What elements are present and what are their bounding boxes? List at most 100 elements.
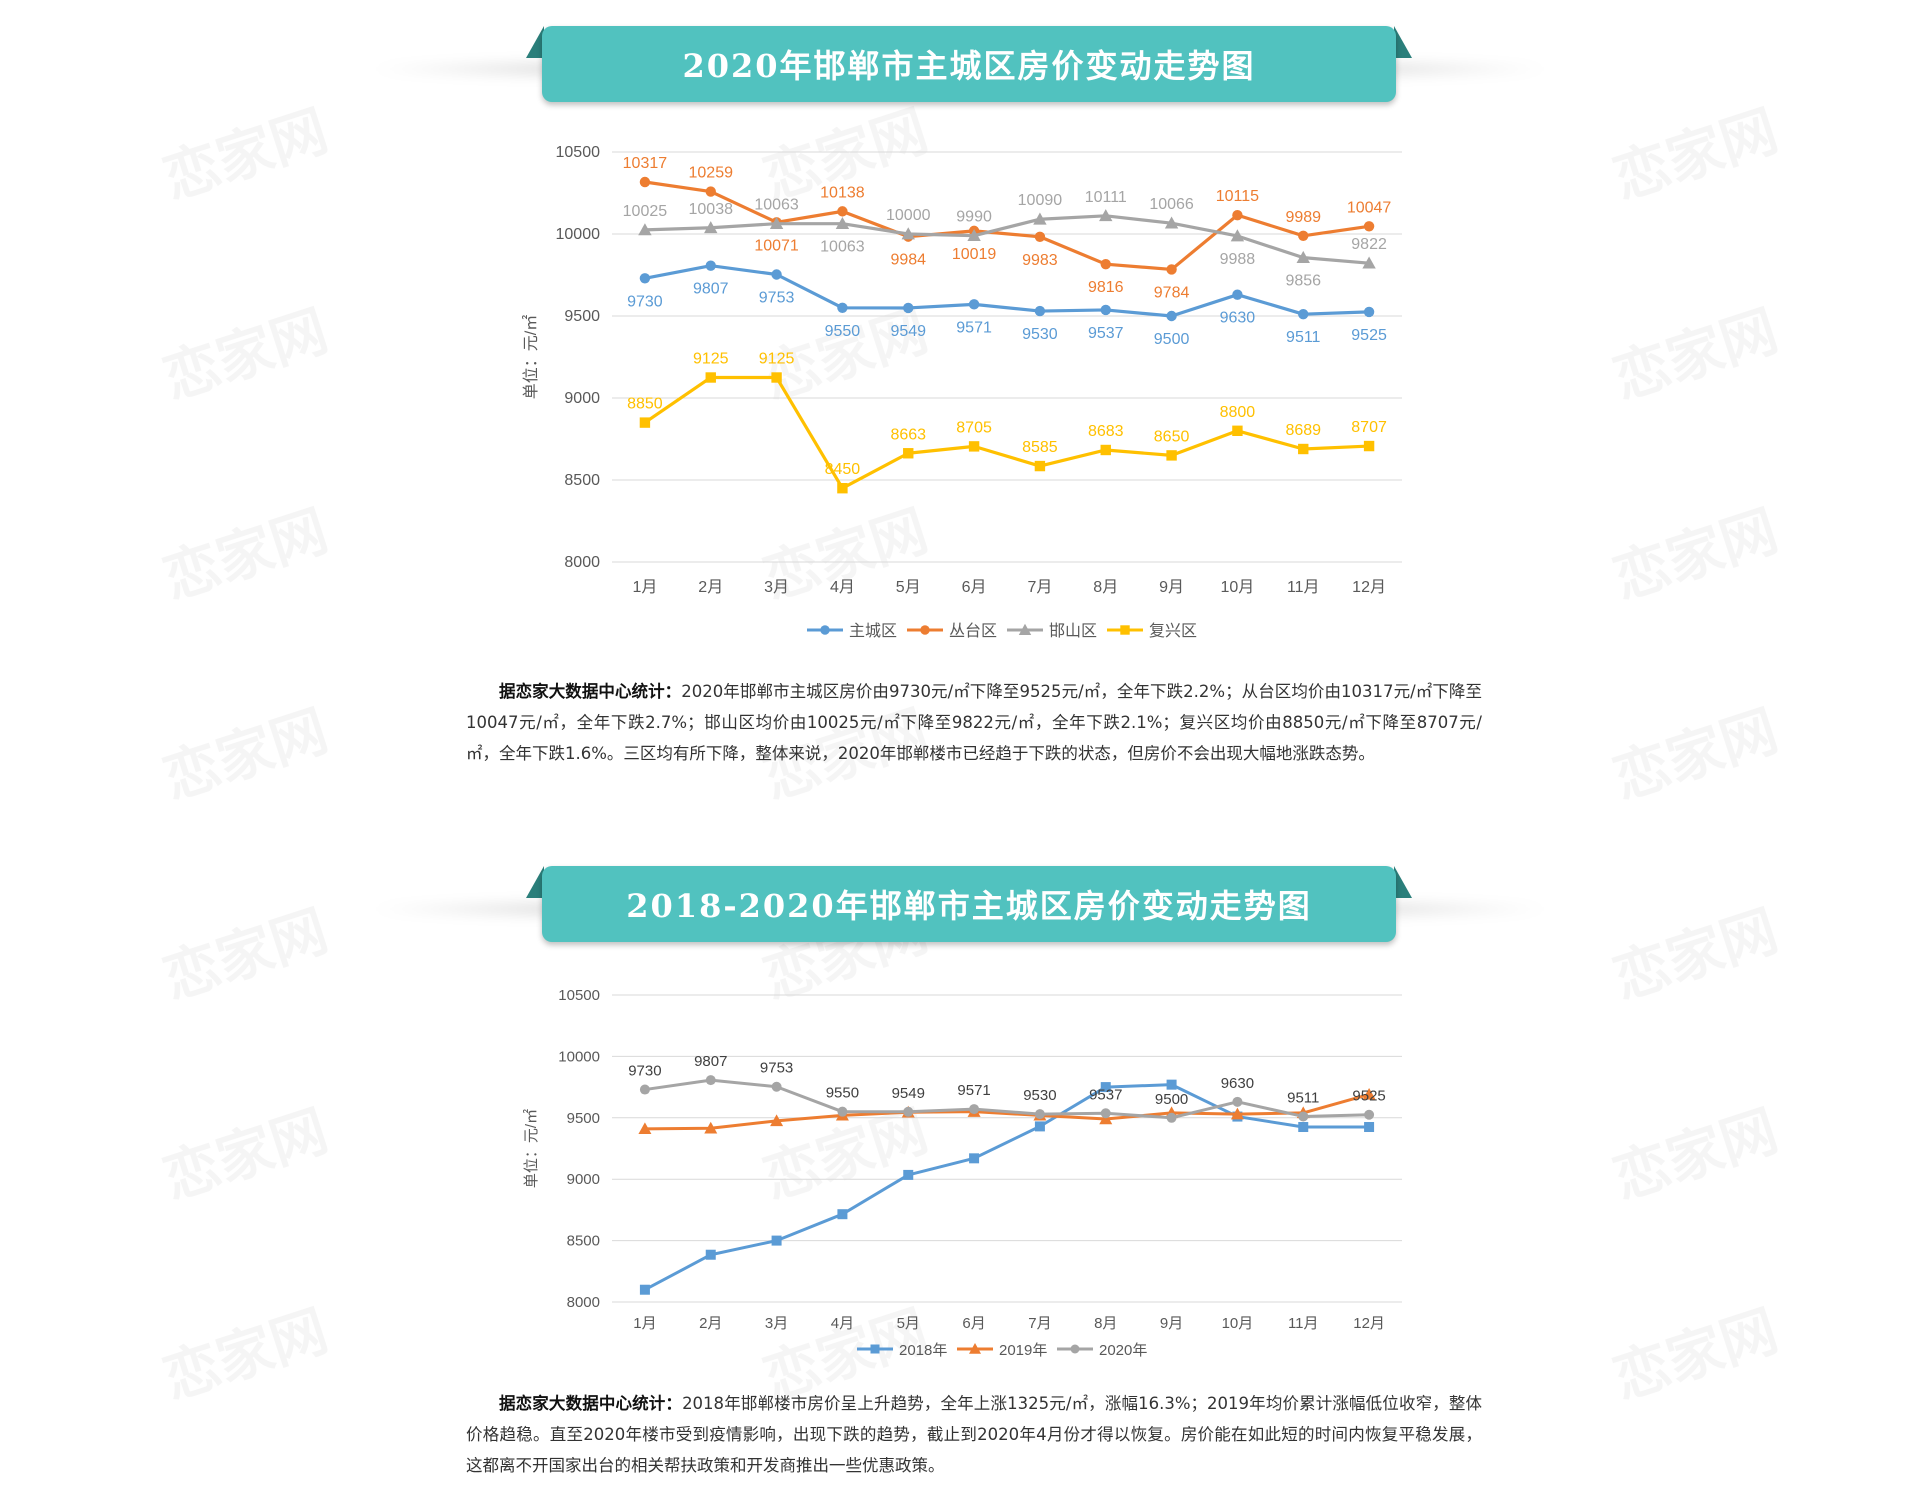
data-label: 9550 (825, 323, 861, 340)
data-point (901, 227, 915, 240)
data-label: 9571 (956, 319, 992, 336)
data-point (837, 1209, 848, 1220)
data-point (1166, 310, 1177, 322)
section-2-paragraph: 据恋家大数据中心统计：2018年邯郸楼市房价呈上升趋势，全年上涨1325元/㎡，… (466, 1388, 1482, 1481)
data-point (771, 372, 782, 383)
data-label: 9753 (759, 290, 795, 307)
data-point (1100, 258, 1111, 270)
data-label: 9550 (826, 1085, 859, 1102)
data-point (638, 1122, 652, 1135)
legend-label: 复兴区 (1149, 622, 1197, 640)
data-point (705, 372, 716, 383)
data-point (770, 1114, 784, 1127)
data-label: 9984 (890, 252, 926, 269)
data-point (1034, 231, 1046, 242)
data-label: 9537 (1089, 1086, 1122, 1103)
data-point (638, 223, 652, 236)
x-tick-label: 9月 (1159, 579, 1184, 596)
data-point (969, 1104, 980, 1115)
legend-marker (1018, 623, 1032, 635)
data-point (1232, 209, 1243, 221)
section-1-banner: 2020年邯郸市主城区房价变动走势图 (0, 20, 1920, 130)
x-tick-label: 5月 (897, 1315, 920, 1332)
y-tick-label: 9000 (564, 390, 600, 407)
section-1-paragraph-lead: 据恋家大数据中心统计： (499, 682, 682, 701)
data-point (968, 441, 980, 452)
x-tick-label: 8月 (1093, 579, 1118, 596)
data-point (1363, 306, 1375, 318)
data-point (1362, 256, 1376, 269)
data-point (1100, 304, 1111, 316)
legend-label: 主城区 (849, 622, 897, 640)
data-label: 8585 (1022, 439, 1058, 456)
watermark-text: 恋家网 (152, 686, 337, 815)
data-label: 9511 (1287, 1089, 1319, 1106)
banner-fold-left (526, 26, 544, 58)
legend-marker (969, 1343, 981, 1354)
y-tick-label: 9000 (567, 1171, 600, 1188)
data-label: 10066 (1149, 196, 1194, 213)
section-2-banner: 2018-2020年邯郸市主城区房价变动走势图 (0, 860, 1920, 970)
data-point (705, 1249, 716, 1260)
watermark-text: 恋家网 (1602, 686, 1787, 815)
data-label: 9989 (1285, 209, 1321, 226)
data-label: 8850 (627, 396, 663, 413)
data-point (1034, 305, 1046, 317)
data-label: 8800 (1220, 404, 1256, 421)
data-label: 9630 (1220, 310, 1256, 327)
data-label: 9753 (760, 1060, 793, 1077)
series-line (644, 1078, 1370, 1120)
x-tick-label: 6月 (962, 1315, 985, 1332)
data-point (1364, 1122, 1375, 1133)
data-label: 10115 (1216, 188, 1259, 205)
data-label: 9549 (892, 1085, 925, 1102)
data-point (1099, 209, 1113, 222)
data-point (903, 302, 914, 314)
data-label: 9990 (956, 209, 992, 226)
legend-marker (1120, 625, 1130, 635)
x-tick-label: 12月 (1352, 579, 1386, 596)
data-point (837, 1106, 848, 1117)
legend-label: 邯山区 (1049, 622, 1097, 640)
data-label: 9530 (1022, 326, 1058, 343)
data-point (968, 299, 980, 310)
banner-fold-right (1394, 866, 1412, 898)
series-line (644, 1093, 1370, 1131)
data-point (837, 302, 848, 313)
data-point (704, 221, 718, 234)
data-label: 8663 (890, 426, 926, 443)
data-point (1164, 216, 1179, 229)
data-point (1034, 1121, 1045, 1132)
y-tick-label: 8000 (564, 554, 600, 571)
data-label: 10317 (623, 155, 668, 172)
data-label: 10111 (1085, 189, 1127, 206)
data-point (639, 1084, 650, 1095)
x-tick-label: 3月 (764, 579, 789, 596)
data-point (1232, 289, 1243, 300)
data-label: 9807 (693, 281, 729, 298)
data-point (1230, 229, 1245, 242)
data-label: 9525 (1351, 327, 1387, 344)
data-point (969, 1153, 980, 1164)
section-1-paragraph-text: 2020年邯郸市主城区房价由9730元/㎡下降至9525元/㎡，全年下跌2.2%… (466, 682, 1483, 763)
data-point (1232, 1096, 1243, 1107)
y-axis-label: 单位：元/㎡ (522, 315, 540, 399)
data-point (705, 1075, 716, 1086)
data-point (704, 1121, 718, 1134)
x-tick-label: 9月 (1160, 1315, 1183, 1332)
data-label: 9730 (628, 1063, 661, 1080)
data-label: 8650 (1154, 428, 1190, 445)
data-label: 8450 (825, 461, 861, 478)
data-label: 10047 (1347, 199, 1392, 216)
y-axis-label: 单位：元/㎡ (523, 1109, 540, 1188)
y-tick-label: 10000 (556, 226, 601, 243)
data-label: 9511 (1286, 329, 1321, 346)
data-point (769, 216, 784, 230)
data-label: 9125 (759, 351, 795, 368)
data-point (1166, 264, 1177, 275)
section-1-title: 2020年邯郸市主城区房价变动走势图 (682, 47, 1256, 85)
data-point (903, 1106, 914, 1117)
legend-label: 2019年 (999, 1342, 1047, 1359)
x-tick-label: 2月 (699, 1315, 722, 1332)
data-point (837, 483, 848, 494)
